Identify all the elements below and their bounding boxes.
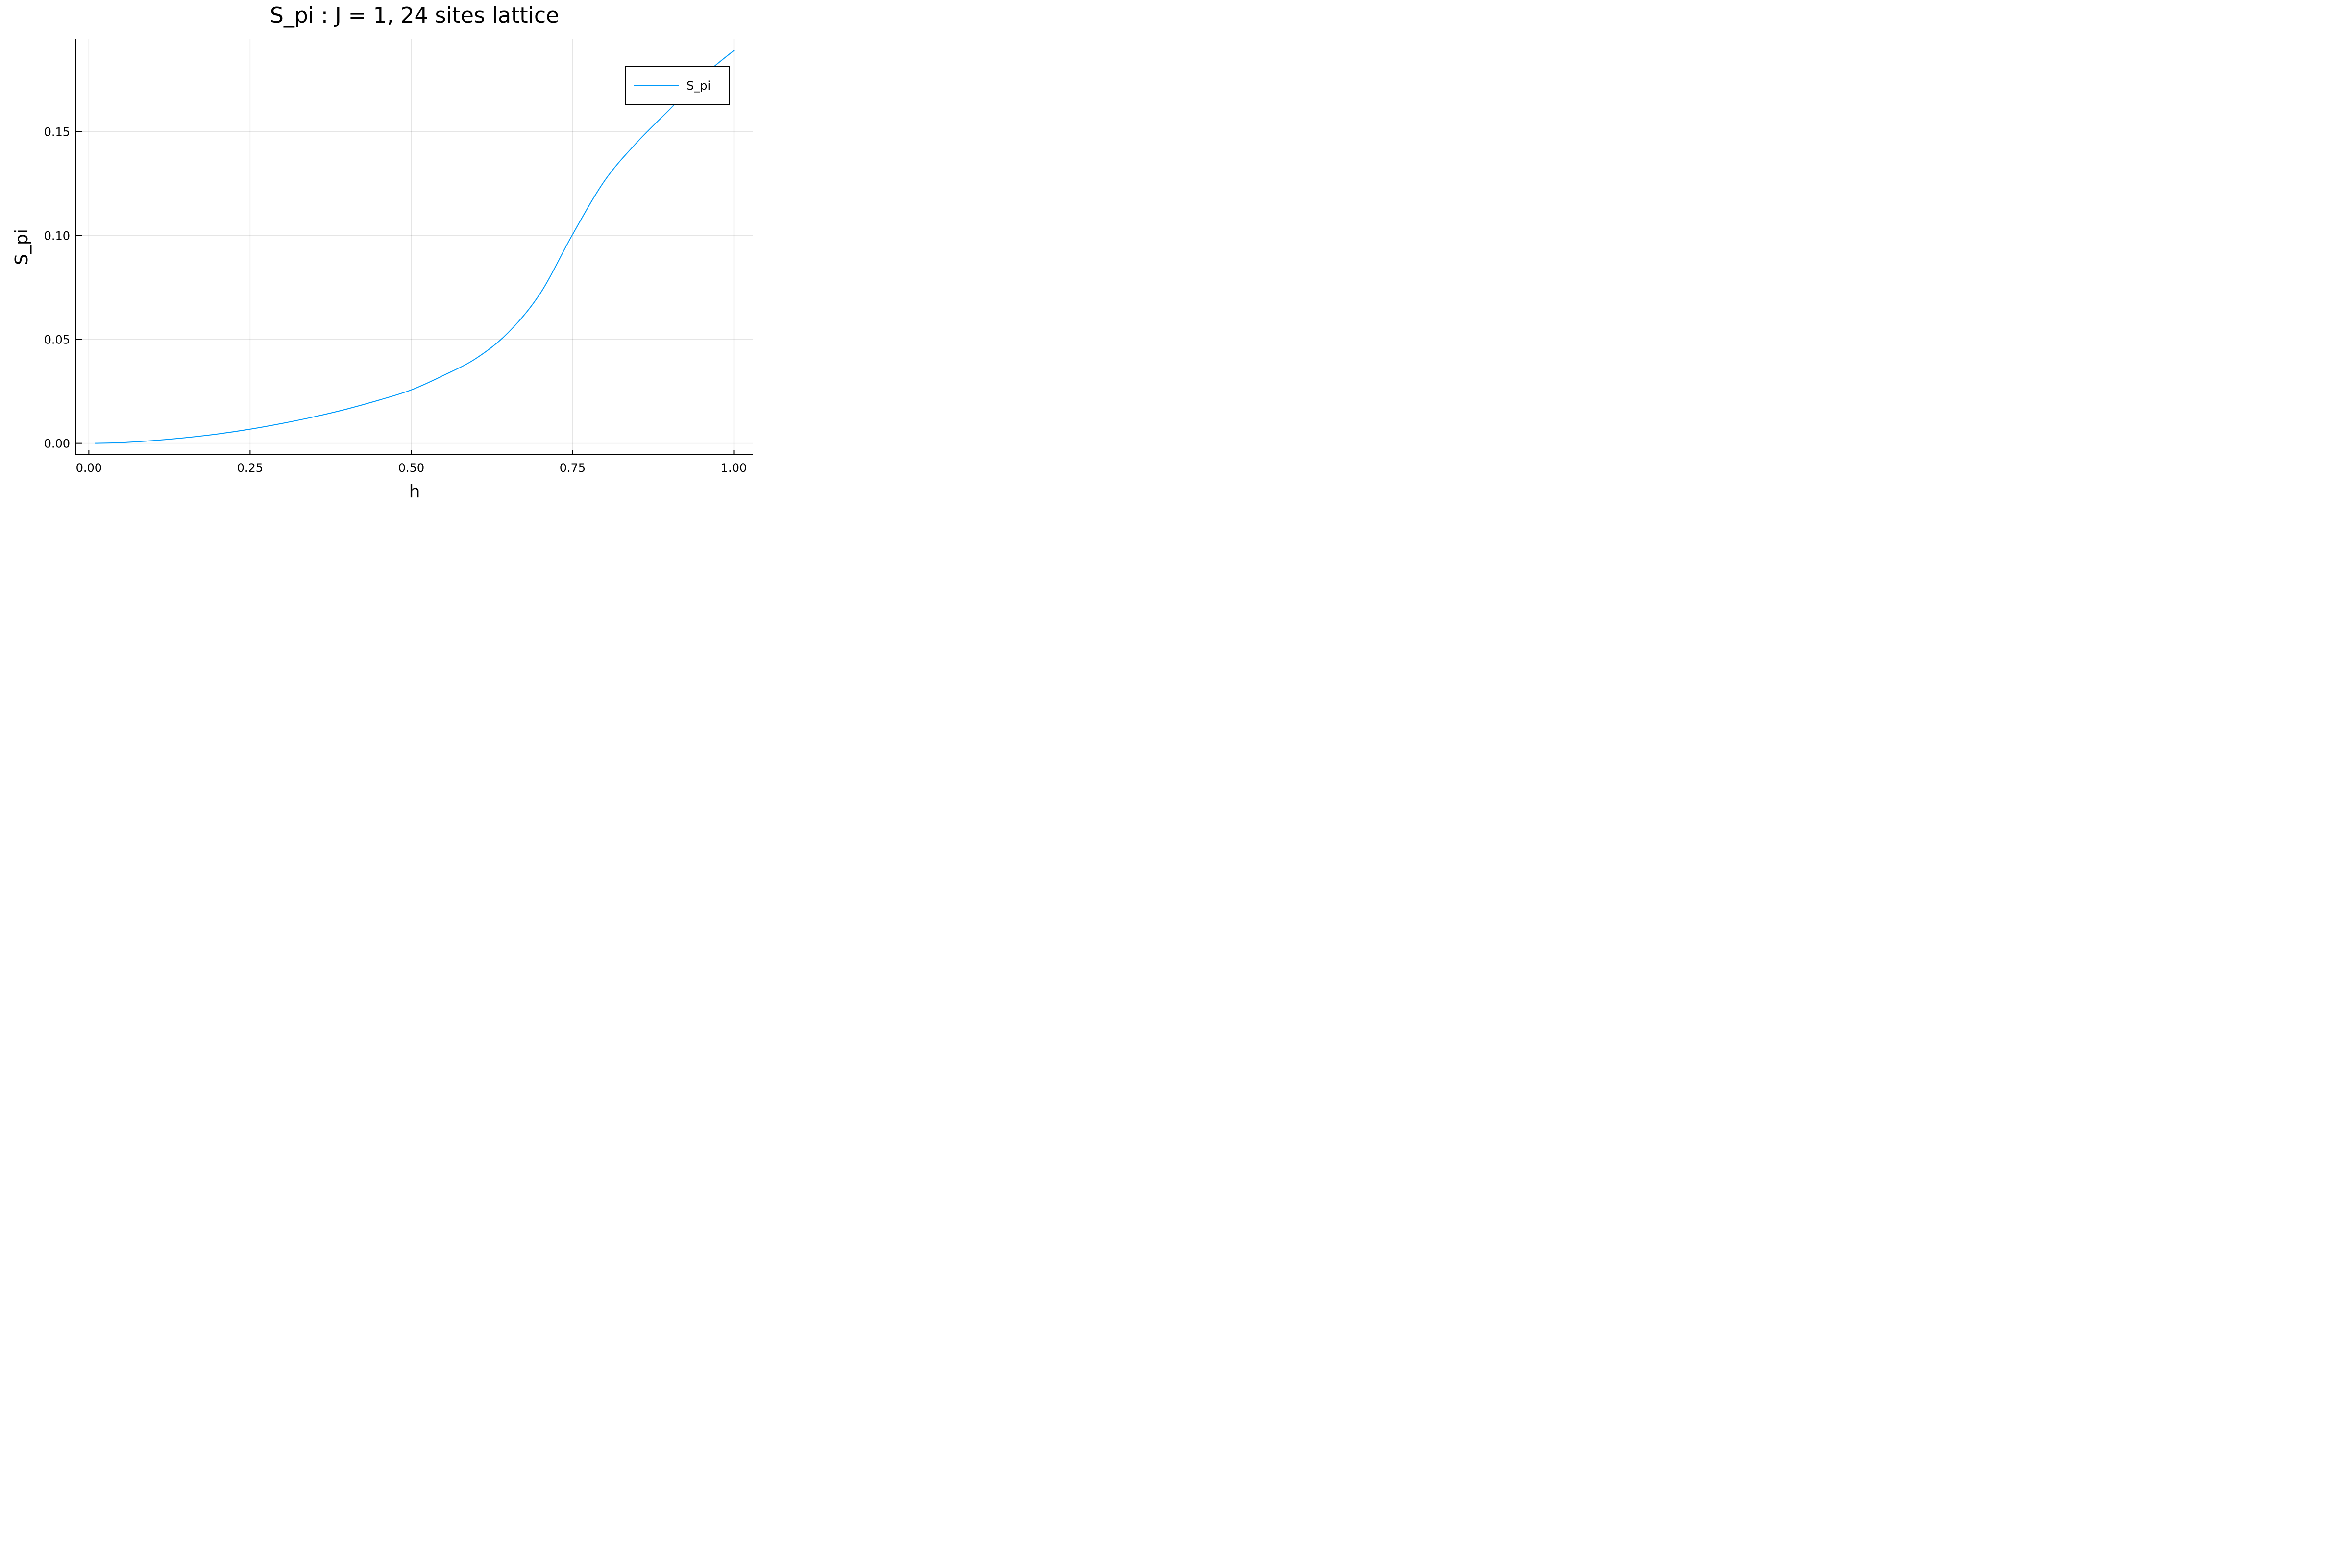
y-tick-label: 0.10 <box>44 229 70 243</box>
legend-label-s-pi: S_pi <box>686 79 710 93</box>
series-layer <box>95 50 735 444</box>
x-tick-label: 0.25 <box>237 461 263 475</box>
ticks: 0.00 0.25 0.50 0.75 1.00 0.00 0.05 0.10 0.15 <box>44 125 747 475</box>
series-line-s-pi <box>95 50 735 444</box>
chart: S_pi : J = 1, 24 sites lattice 0.00 0.25 0… <box>0 0 758 505</box>
chart-title: S_pi : J = 1, 24 sites lattice <box>270 3 559 28</box>
x-axis-label: h <box>409 482 420 502</box>
x-tick-label: 0.00 <box>76 461 102 475</box>
y-tick-label: 0.00 <box>44 437 70 451</box>
legend: S_pi <box>625 66 730 105</box>
y-tick-label: 0.15 <box>44 125 70 139</box>
x-tick-label: 0.50 <box>398 461 424 475</box>
y-axis-label: S_pi <box>12 229 32 265</box>
x-tick-label: 1.00 <box>721 461 747 475</box>
grid <box>76 39 753 455</box>
x-tick-label: 0.75 <box>560 461 586 475</box>
y-tick-label: 0.05 <box>44 333 70 347</box>
